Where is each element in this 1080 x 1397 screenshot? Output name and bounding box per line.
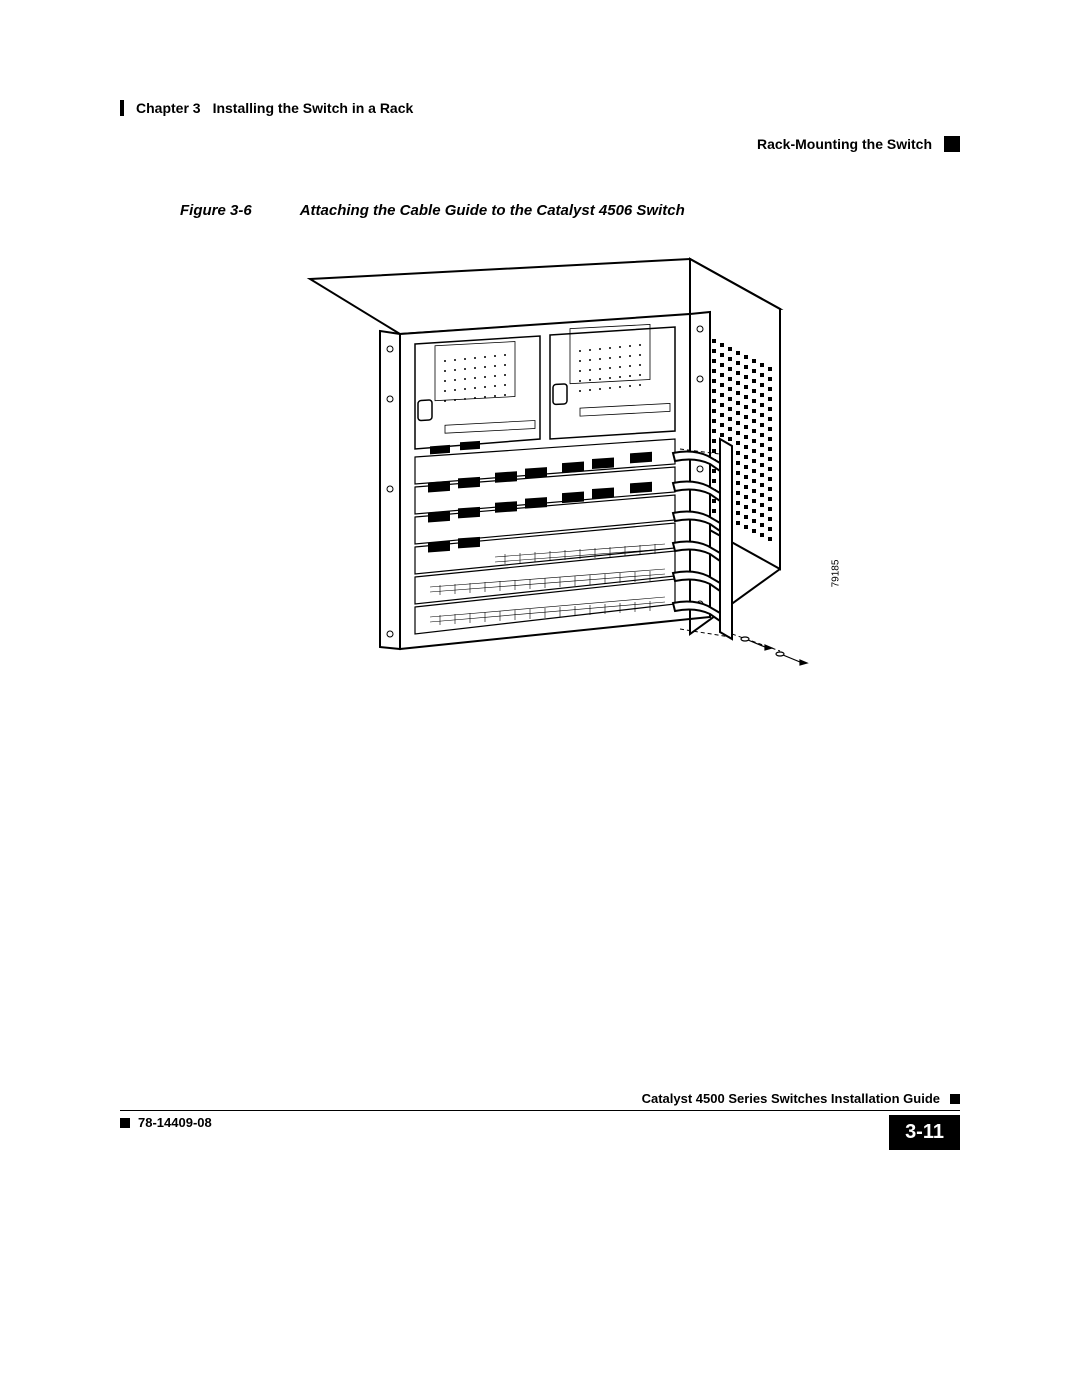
section-title: Rack-Mounting the Switch	[757, 136, 932, 152]
page-number: 3-11	[905, 1121, 944, 1143]
footer-guide-row: Catalyst 4500 Series Switches Installati…	[120, 1091, 960, 1111]
figure-title: Attaching the Cable Guide to the Catalys…	[300, 202, 685, 219]
page-footer: Catalyst 4500 Series Switches Installati…	[120, 1091, 960, 1150]
section-marker-icon	[944, 136, 960, 152]
figure-caption: Figure 3-6 Attaching the Cable Guide to …	[180, 202, 960, 219]
switch-diagram-icon	[220, 239, 840, 669]
chapter-label: Chapter 3	[136, 100, 201, 116]
footer-marker-icon	[950, 1094, 960, 1104]
figure-illustration: 79185	[220, 239, 840, 669]
figure-label: Figure 3-6	[180, 202, 252, 219]
header-bar-icon	[120, 100, 124, 116]
page-content: Chapter 3 Installing the Switch in a Rac…	[120, 100, 960, 1300]
doc-number: 78-14409-08	[138, 1115, 212, 1130]
footer-marker-icon	[120, 1118, 130, 1128]
page-header: Chapter 3 Installing the Switch in a Rac…	[120, 100, 960, 116]
guide-title: Catalyst 4500 Series Switches Installati…	[642, 1091, 940, 1106]
figure-image-id: 79185	[831, 560, 842, 588]
footer-doc-number: 78-14409-08	[120, 1115, 212, 1130]
page-number-box: 3-11	[889, 1115, 960, 1150]
section-header: Rack-Mounting the Switch	[120, 136, 960, 152]
chapter-title: Installing the Switch in a Rack	[213, 100, 414, 116]
footer-bottom-row: 78-14409-08 3-11	[120, 1115, 960, 1150]
